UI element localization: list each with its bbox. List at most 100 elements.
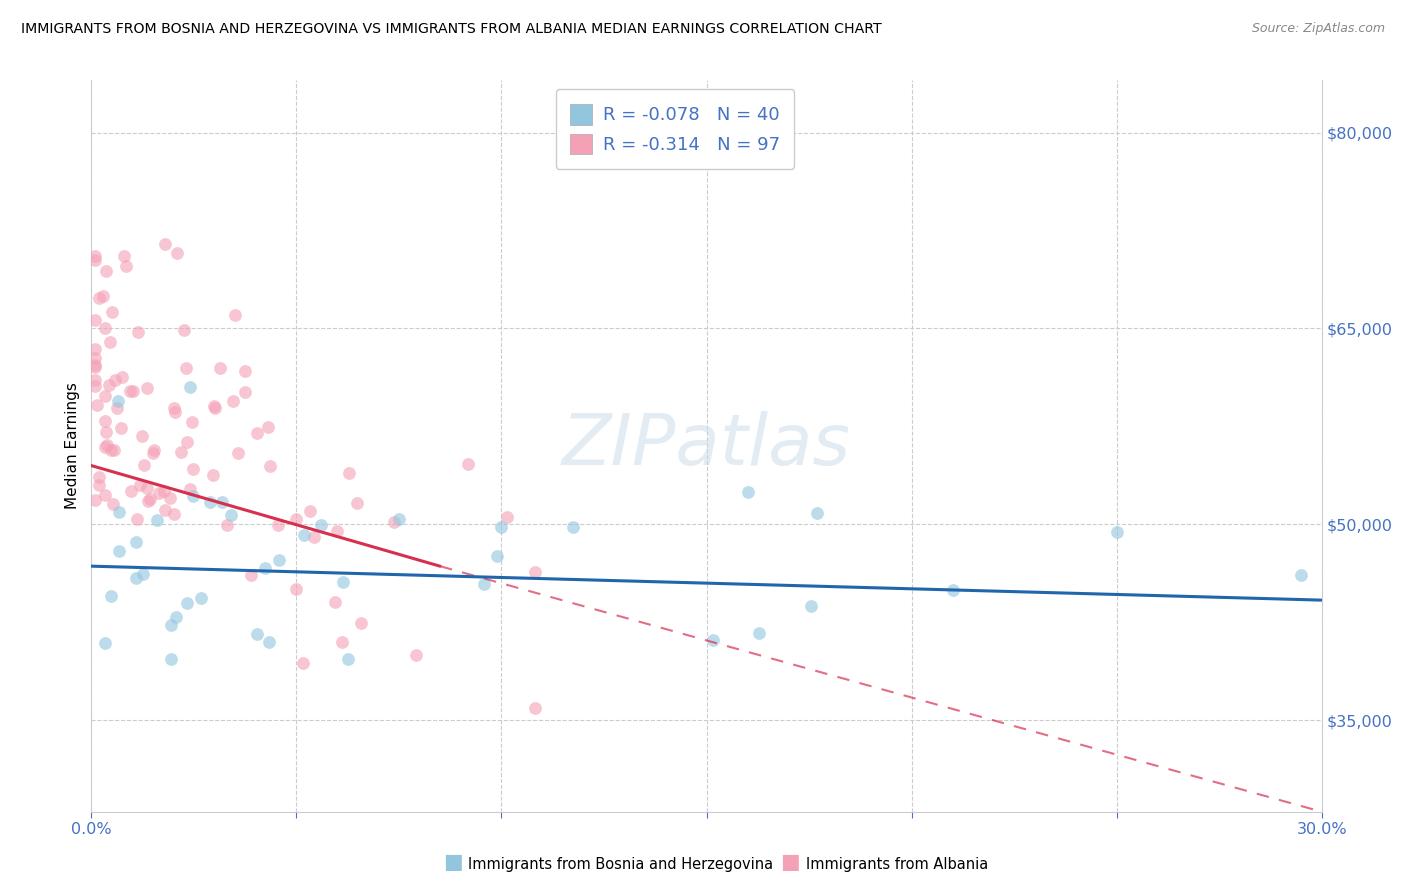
Text: ZIPatlas: ZIPatlas — [562, 411, 851, 481]
Point — [259, 459, 281, 474]
Point — [139, 491, 162, 506]
Point — [737, 485, 759, 500]
Point — [190, 591, 212, 605]
Point — [138, 493, 160, 508]
Legend: R = -0.078   N = 40, R = -0.314   N = 97: R = -0.078 N = 40, R = -0.314 N = 97 — [555, 89, 794, 169]
Point — [180, 415, 202, 429]
Point — [163, 507, 186, 521]
Point — [330, 635, 353, 649]
Point — [491, 520, 513, 534]
Point — [217, 518, 239, 533]
Point — [120, 484, 142, 499]
Point — [84, 492, 107, 507]
Point — [325, 595, 347, 609]
Point — [104, 373, 127, 387]
Point — [336, 651, 359, 665]
Point — [94, 414, 117, 428]
Point — [292, 528, 315, 542]
Point — [94, 264, 117, 278]
Point — [86, 398, 108, 412]
Point — [702, 633, 724, 648]
Point — [163, 401, 186, 416]
Point — [121, 384, 143, 399]
Point — [148, 486, 170, 500]
Point — [87, 470, 110, 484]
Point — [165, 610, 187, 624]
Point — [179, 483, 201, 497]
Point — [120, 384, 142, 399]
Text: IMMIGRANTS FROM BOSNIA AND HERZEGOVINA VS IMMIGRANTS FROM ALBANIA MEDIAN EARNING: IMMIGRANTS FROM BOSNIA AND HERZEGOVINA V… — [21, 22, 882, 37]
Point — [87, 477, 110, 491]
Point — [94, 320, 117, 334]
Point — [84, 253, 107, 268]
Point — [84, 249, 107, 263]
Point — [800, 599, 823, 613]
Point — [142, 446, 165, 460]
Point — [97, 378, 120, 392]
Point — [304, 530, 326, 544]
Point — [96, 438, 118, 452]
Point — [129, 477, 152, 491]
Point — [181, 489, 204, 503]
Y-axis label: Median Earnings: Median Earnings — [65, 383, 80, 509]
Point — [181, 462, 204, 476]
Point — [291, 656, 314, 670]
Point — [166, 245, 188, 260]
Point — [173, 323, 195, 337]
Point — [226, 446, 249, 460]
Point — [132, 458, 155, 472]
Point — [326, 524, 349, 538]
Point — [176, 596, 198, 610]
Point — [105, 401, 128, 415]
Point — [93, 389, 115, 403]
Point — [110, 421, 132, 435]
Point — [233, 385, 256, 400]
Point — [208, 361, 231, 376]
Point — [101, 305, 124, 319]
Point — [201, 467, 224, 482]
Point — [254, 561, 277, 575]
Point — [388, 512, 411, 526]
Point — [100, 442, 122, 457]
Point — [942, 582, 965, 597]
Point — [222, 393, 245, 408]
Point — [257, 420, 280, 434]
Point — [125, 512, 148, 526]
Point — [1289, 567, 1312, 582]
Point — [198, 495, 221, 509]
Point — [337, 466, 360, 480]
Point — [211, 495, 233, 509]
Point — [174, 360, 197, 375]
Point — [204, 401, 226, 416]
Point — [806, 506, 828, 520]
Text: ■: ■ — [443, 853, 463, 872]
Point — [246, 426, 269, 441]
Text: Immigrants from Bosnia and Herzegovina: Immigrants from Bosnia and Herzegovina — [468, 857, 773, 872]
Point — [160, 651, 183, 665]
Point — [267, 553, 290, 567]
Point — [309, 518, 332, 533]
Point — [84, 358, 107, 372]
Point — [153, 483, 176, 498]
Point — [748, 626, 770, 640]
Point — [350, 615, 373, 630]
Point — [159, 491, 181, 505]
Point — [84, 373, 107, 387]
Point — [202, 400, 225, 414]
Point — [115, 259, 138, 273]
Point — [107, 544, 129, 558]
Point — [332, 575, 354, 590]
Point — [124, 534, 146, 549]
Point — [136, 380, 159, 394]
Point — [524, 700, 547, 714]
Point — [136, 481, 159, 495]
Point — [266, 517, 288, 532]
Point — [176, 435, 198, 450]
Point — [561, 520, 583, 534]
Point — [84, 313, 107, 327]
Point — [112, 249, 135, 263]
Point — [146, 513, 169, 527]
Point — [93, 636, 115, 650]
Point — [457, 457, 479, 471]
Point — [179, 380, 201, 394]
